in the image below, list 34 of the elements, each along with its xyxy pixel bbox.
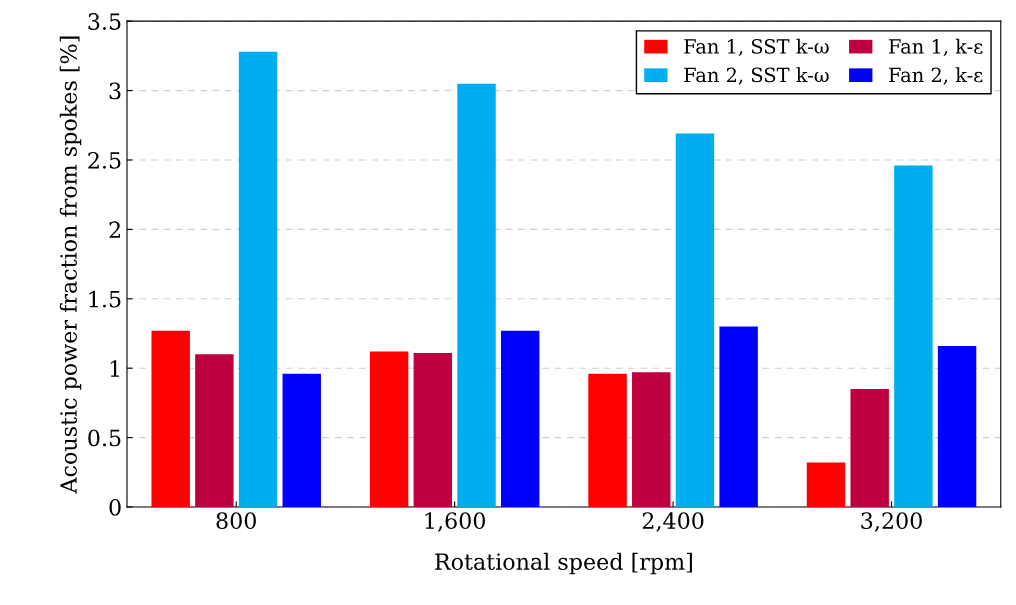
x-tick-label: 2,400 bbox=[642, 512, 704, 532]
bar bbox=[937, 345, 977, 507]
bar bbox=[588, 373, 627, 507]
legend-label: Fan 2, SST k-ω bbox=[684, 67, 829, 85]
bar bbox=[195, 354, 234, 507]
bar bbox=[675, 133, 715, 507]
bar bbox=[500, 330, 540, 507]
y-tick-label: 3 bbox=[109, 82, 121, 100]
bar bbox=[719, 326, 758, 507]
x-tick-label: 3,200 bbox=[861, 512, 922, 532]
x-tick-label: 1,600 bbox=[425, 512, 485, 532]
y-tick-label: 1 bbox=[110, 360, 119, 377]
bar bbox=[413, 352, 453, 507]
bar bbox=[632, 372, 671, 507]
x-axis-title: Rotational speed [rpm] bbox=[435, 552, 692, 575]
x-tick-label: 800 bbox=[216, 512, 256, 530]
bar bbox=[806, 462, 846, 507]
y-tick-label: 2.5 bbox=[88, 151, 121, 169]
bar bbox=[369, 351, 409, 507]
bar bbox=[238, 51, 278, 507]
bar bbox=[894, 165, 933, 507]
legend-label: Fan 1, SST k-ω bbox=[684, 38, 829, 57]
y-tick-label: 0 bbox=[109, 498, 121, 516]
y-tick-label: 1.5 bbox=[89, 290, 121, 308]
bar bbox=[282, 373, 321, 507]
y-tick-label: 3.5 bbox=[88, 13, 121, 30]
y-axis-title: Acoustic power fraction from spokes [%] bbox=[59, 36, 82, 494]
y-tick-label: 2 bbox=[109, 221, 120, 238]
legend-label: Fan 1, k-ε bbox=[889, 38, 983, 57]
bar bbox=[850, 389, 889, 507]
bar bbox=[457, 83, 496, 507]
bar bbox=[151, 330, 190, 507]
legend-label: Fan 2, k-ε bbox=[889, 67, 983, 85]
y-tick-label: 0.5 bbox=[88, 429, 121, 447]
